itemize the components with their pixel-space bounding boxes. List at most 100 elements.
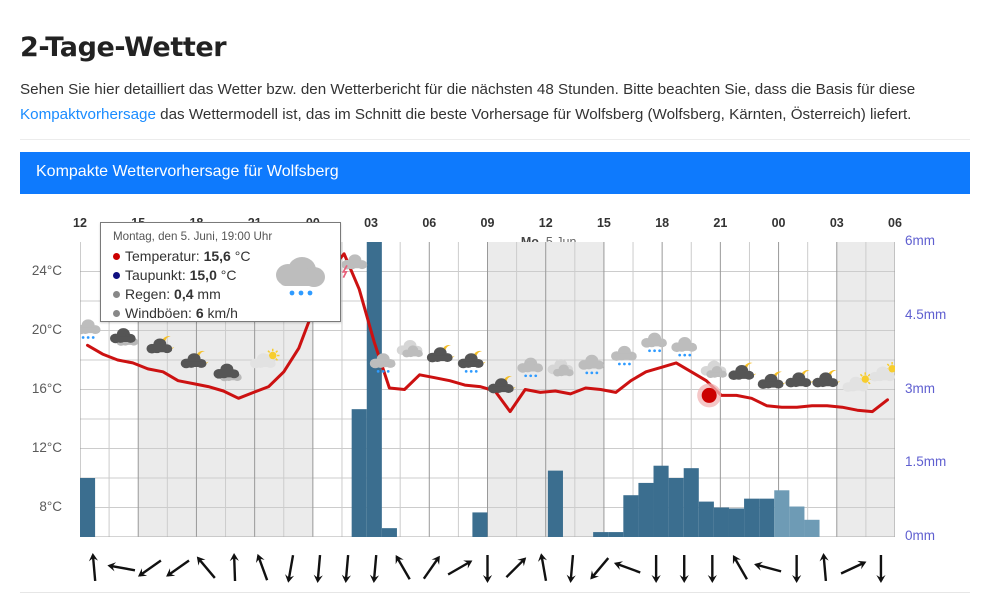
rain-bar [728,508,745,537]
forecast-chart[interactable]: 8°C 12°C 16°C 20°C 24°C 0mm 1.5mm 3mm 4.5mm 6mm … [0,194,1000,600]
selected-hour-marker[interactable] [701,387,717,403]
rain-drop [683,353,687,357]
arrow-shaft [138,559,162,577]
precip-tick-label: 4.5mm [905,306,947,322]
time-tick-label: 06 [888,216,902,230]
weather-icon-cloud-moon [728,362,757,381]
arrow-head [395,555,404,565]
arrow-shaft [91,554,97,582]
time-tick-label: 06 [422,216,437,230]
arrow-shaft [197,557,216,579]
weather-icon-cloud-moon [146,336,175,354]
rain-bar [759,498,775,537]
sun-disc [861,375,869,383]
cloud-base [181,361,207,368]
page-title: 2-Tage-Wetter [20,32,227,64]
arrow-shaft [287,554,295,582]
cloud-base [80,327,101,334]
tooltip-value: 15,0 [189,267,217,283]
arrow-shaft [590,557,610,579]
weather-icon-cloud-moon [180,350,209,369]
rain-bar [774,490,790,537]
cloud-base [111,336,136,342]
rain-bar [366,242,382,537]
legend-dot [113,253,120,260]
wind-arrow-icon [229,553,239,582]
weather-icon-rain [578,354,605,375]
arrow-head [754,561,763,571]
cloud-base [672,345,697,351]
weather-icon-rain [80,319,101,339]
plot-area[interactable] [80,242,895,537]
arrow-shaft [732,556,748,580]
hover-tooltip: Montag, den 5. Juni, 19:00 Uhr Temperatu… [100,222,341,322]
legend-dot [113,291,120,298]
bottom-divider [20,592,970,593]
arrow-shaft [167,559,190,577]
sun-ray [859,373,863,377]
sun-ray [886,363,890,367]
time-tick-label: 12 [538,216,553,230]
arrow-head [137,568,148,577]
arrow-head [613,561,624,570]
tooltip-unit: °C [216,267,237,283]
rain-drop [474,369,478,373]
wind-arrow-icon [505,557,527,579]
arrow-head [107,562,117,572]
rain-drop [648,349,651,353]
cloud-base [642,340,667,347]
weather-icon-cloud-sun [842,372,873,392]
tooltip-row: Taupunkt: 15,0 °C [113,267,236,283]
tooltip-value: 0,4 [174,286,194,302]
rain-drop [381,370,385,373]
kompaktvorhersage-link[interactable]: Kompaktvorhersage [20,106,156,124]
plot-svg[interactable] [80,242,895,537]
wind-arrow-icon [754,561,782,573]
time-tick-label: 09 [480,216,495,230]
tooltip-unit: mm [193,286,221,302]
arrow-head [313,574,323,583]
wind-arrow-icon [566,554,576,583]
arrow-shaft [344,554,350,582]
arrow-shaft [109,564,136,572]
legend-dot [113,310,120,317]
rain-drop [376,370,380,373]
wind-arrow-icon [196,556,216,579]
rain-bar [804,519,820,537]
arrow-head [229,553,239,562]
arrow-shaft [540,554,548,582]
temp-tick-label: 24°C [31,262,62,278]
arrow-head [876,575,886,583]
wind-arrow-icon [732,555,748,580]
arrow-head [196,556,206,566]
arrow-shaft [422,556,440,580]
weather-icon-rain [517,357,543,378]
cloud-base [403,351,423,357]
cloud-base [427,355,453,362]
sun-ray [267,350,271,353]
time-tick-label: 18 [655,216,670,230]
cloud-base [612,353,637,360]
arrow-shaft [316,554,322,582]
cloud-base [870,374,895,381]
precip-tick-label: 6mm [905,233,935,248]
rain-bar [80,478,96,537]
rain-bar [744,498,760,537]
wind-arrow-icon [537,553,548,582]
intro-text-pre: Sehen Sie hier detailliert das Wetter bz… [20,81,916,99]
weather-icon-rain [641,332,667,353]
arrow-head [792,575,802,583]
weather-icon-rain [611,345,637,366]
rain-drop [81,336,85,339]
weather-icon-cloud-moon [426,344,455,363]
rain-drop [595,371,599,375]
temp-tick-label: 16°C [31,380,62,396]
arrow-shaft [505,557,526,579]
rain-drop [534,374,538,378]
weather-icon-cloud-light [547,359,574,377]
arrow-head [819,553,829,562]
rain-bar [653,465,669,537]
rain-drop [623,362,626,366]
wind-arrow-icon [255,553,269,581]
arrow-head [679,575,689,583]
